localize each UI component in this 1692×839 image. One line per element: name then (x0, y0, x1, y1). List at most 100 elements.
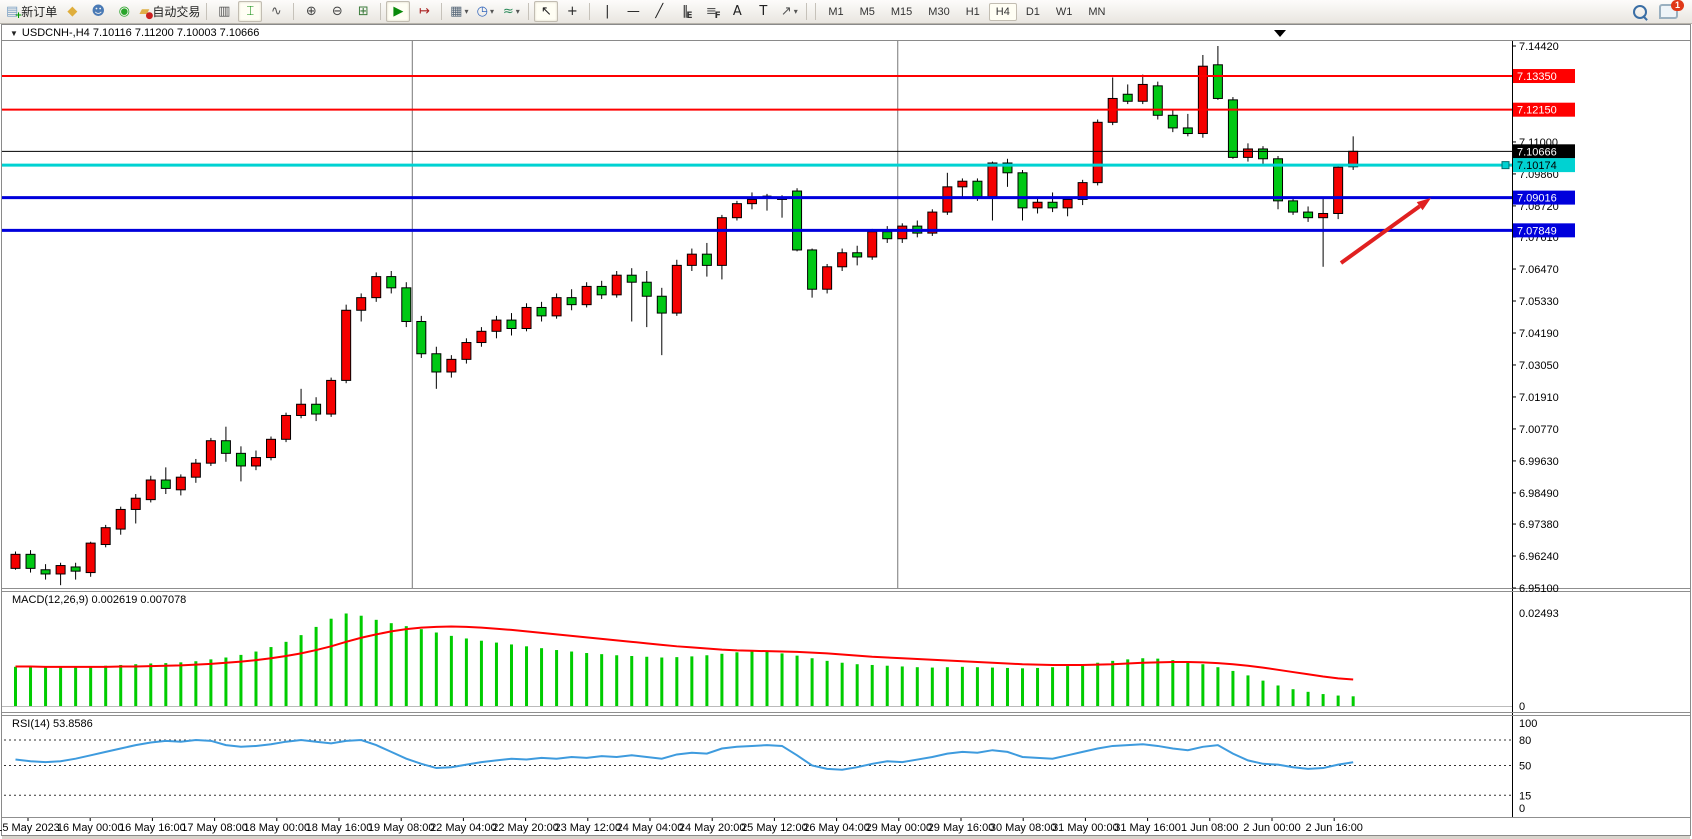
label-tool-button[interactable]: T (751, 1, 775, 22)
trendline-tool-button[interactable]: ╱ (647, 1, 671, 22)
candle (1197, 54, 1208, 138)
candle (957, 178, 968, 199)
candle (551, 293, 562, 319)
macd-bar (404, 626, 408, 706)
candle-body (431, 353, 442, 373)
candle-body (386, 276, 397, 289)
toolbar-right-icons: 1 (1633, 0, 1684, 19)
text-tool-button[interactable]: A (725, 1, 749, 22)
macd-bar (705, 655, 709, 706)
support-line-2-label: 7.07849 (1517, 225, 1557, 237)
candle (626, 268, 637, 322)
candle-body (581, 285, 592, 306)
rsi-panel: 100 80 50 150 (4, 718, 1537, 815)
arrows-tool-button[interactable]: ↗ ▾ (777, 1, 801, 22)
candle-body (611, 274, 622, 296)
macd-bar (1171, 660, 1175, 706)
signal-button[interactable]: ◉ (112, 1, 136, 22)
chevron-down-icon[interactable]: ▾ (464, 7, 469, 16)
candle (837, 248, 848, 271)
cursor-tool-button[interactable]: ↖ (534, 1, 559, 22)
candle (416, 315, 427, 358)
indicators-button[interactable]: ≈ ▾ (499, 1, 523, 22)
timeframe-w1[interactable]: W1 (1055, 5, 1073, 18)
candle-body (371, 276, 382, 299)
vertical-line-tool-button[interactable]: | (595, 1, 619, 22)
timeframe-m5[interactable]: M5 (859, 5, 875, 18)
profile-button[interactable]: ☻ (86, 1, 110, 22)
candle-body (115, 508, 126, 530)
timeframe-m1[interactable]: M1 (828, 5, 844, 18)
timeframe-m15[interactable]: M15 (890, 5, 913, 18)
candle-body (281, 414, 292, 440)
candle (1227, 97, 1238, 159)
auto-scroll-button[interactable]: ▶ (386, 1, 411, 22)
candle-body (1197, 65, 1208, 135)
candle (867, 228, 878, 260)
search-icon[interactable] (1633, 4, 1647, 19)
chat-icon[interactable]: 1 (1659, 0, 1684, 19)
candle-body (55, 565, 66, 575)
candle (822, 263, 833, 294)
macd-bar (224, 657, 228, 706)
toolbar-separator (206, 3, 208, 20)
timeframe-d1[interactable]: D1 (1025, 5, 1040, 18)
autotrading-button[interactable]: ▰ ● 自动交易 (138, 1, 201, 22)
timeframe-h4[interactable]: H4 (988, 2, 1017, 21)
macd-bar (464, 638, 468, 706)
zoom-in-button[interactable]: ⊕ (299, 1, 323, 22)
candle-body (716, 217, 727, 266)
candle-body (731, 203, 742, 219)
macd-bar (494, 642, 498, 706)
macd-bar (194, 661, 198, 706)
candle (85, 541, 96, 577)
autotrading-icon: ▰ ● (139, 4, 154, 21)
last-price-line-label: 7.10666 (1517, 146, 1557, 158)
new-order-button[interactable]: ▤ + 新订单 (5, 1, 58, 22)
toolbar-separator (815, 3, 817, 20)
timeframe-m30[interactable]: M30 (928, 5, 950, 18)
macd-axis-max-label: 0.02493 (1519, 608, 1559, 620)
timeframe-h1[interactable]: H1 (965, 5, 980, 18)
horizontal-line-tool-button[interactable]: — (621, 1, 645, 22)
candle (1288, 198, 1299, 215)
candle (671, 259, 682, 316)
macd-bar (119, 664, 123, 706)
timeframe-mn[interactable]: MN (1088, 5, 1106, 18)
periods-button[interactable]: ◷ ▾ (473, 1, 497, 22)
bar-chart-button[interactable]: ▥ (212, 1, 236, 22)
channel-tool-button[interactable]: ∥ E (673, 1, 697, 22)
bid-line-label: 7.10174 (1517, 160, 1557, 172)
chevron-down-icon[interactable]: ▾ (793, 7, 798, 16)
time-tick-label: 1 Jun 08:00 (1181, 822, 1239, 834)
chart-shift-button[interactable]: ↦ (412, 1, 436, 22)
macd-bar (1291, 689, 1295, 706)
candle-body (491, 319, 502, 332)
collapse-icon[interactable]: ▼ (10, 29, 18, 38)
templates-button[interactable]: ▦ ▾ (447, 1, 471, 22)
candle (731, 200, 742, 221)
macd-bar (1126, 659, 1130, 706)
candle (175, 474, 186, 496)
trend-arrow-annotation[interactable] (1339, 198, 1431, 265)
chevron-down-icon[interactable]: ▾ (489, 7, 494, 16)
macd-bar (1111, 660, 1115, 706)
candle (1242, 143, 1253, 162)
tile-windows-button[interactable]: ⊞ (351, 1, 375, 22)
candle-body (1002, 162, 1013, 174)
price-axis[interactable]: 7.144207.110007.098607.087207.076107.064… (1512, 41, 1559, 595)
macd-bar (540, 648, 544, 706)
macd-bar (765, 651, 769, 706)
chevron-down-icon[interactable]: ▾ (515, 7, 520, 16)
candle (852, 245, 863, 266)
candle-body (100, 527, 111, 546)
line-chart-button[interactable]: ∿ (264, 1, 288, 22)
metaeditor-button[interactable]: ◆ (60, 1, 84, 22)
candle-body (10, 553, 21, 569)
candlestick-chart-button[interactable]: ⌶ (238, 1, 263, 22)
crosshair-tool-button[interactable]: + (560, 1, 584, 22)
zoom-out-button[interactable]: ⊖ (325, 1, 349, 22)
fibonacci-tool-button[interactable]: ≡ F (699, 1, 723, 22)
